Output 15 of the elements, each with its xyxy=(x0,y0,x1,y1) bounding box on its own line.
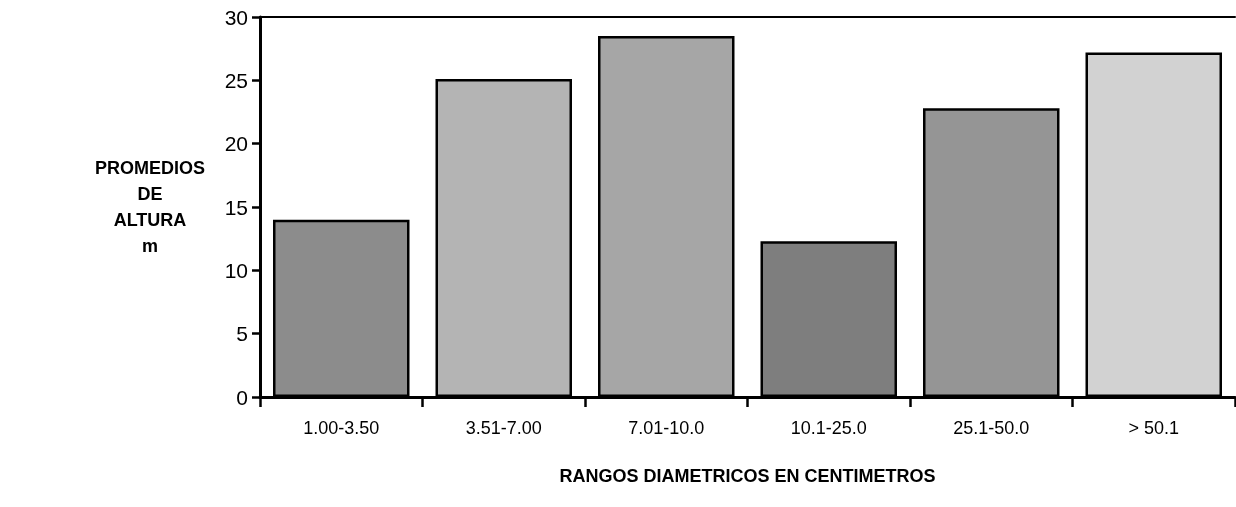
y-tick-label: 15 xyxy=(224,195,248,219)
y-tick-label: 20 xyxy=(224,132,248,156)
y-tick-label: 0 xyxy=(236,385,248,409)
x-tick-label: > 50.1 xyxy=(1128,418,1180,438)
x-tick-label: 7.01-10.0 xyxy=(628,418,705,438)
y-tick-label: 10 xyxy=(224,258,248,282)
x-tick-label: 3.51-7.00 xyxy=(465,418,542,438)
y-tick-label: 5 xyxy=(236,322,248,346)
x-tick-label: 10.1-25.0 xyxy=(790,418,867,438)
x-axis-title: RANGOS DIAMETRICOS EN CENTIMETROS xyxy=(559,466,936,486)
y-tick-label: 25 xyxy=(224,68,248,92)
y-axis-title: PROMEDIOS DE ALTURA m xyxy=(94,158,206,256)
x-tick-label: 1.00-3.50 xyxy=(303,418,380,438)
y-tick-label: 30 xyxy=(224,5,248,29)
x-tick-label: 25.1-50.0 xyxy=(953,418,1030,438)
